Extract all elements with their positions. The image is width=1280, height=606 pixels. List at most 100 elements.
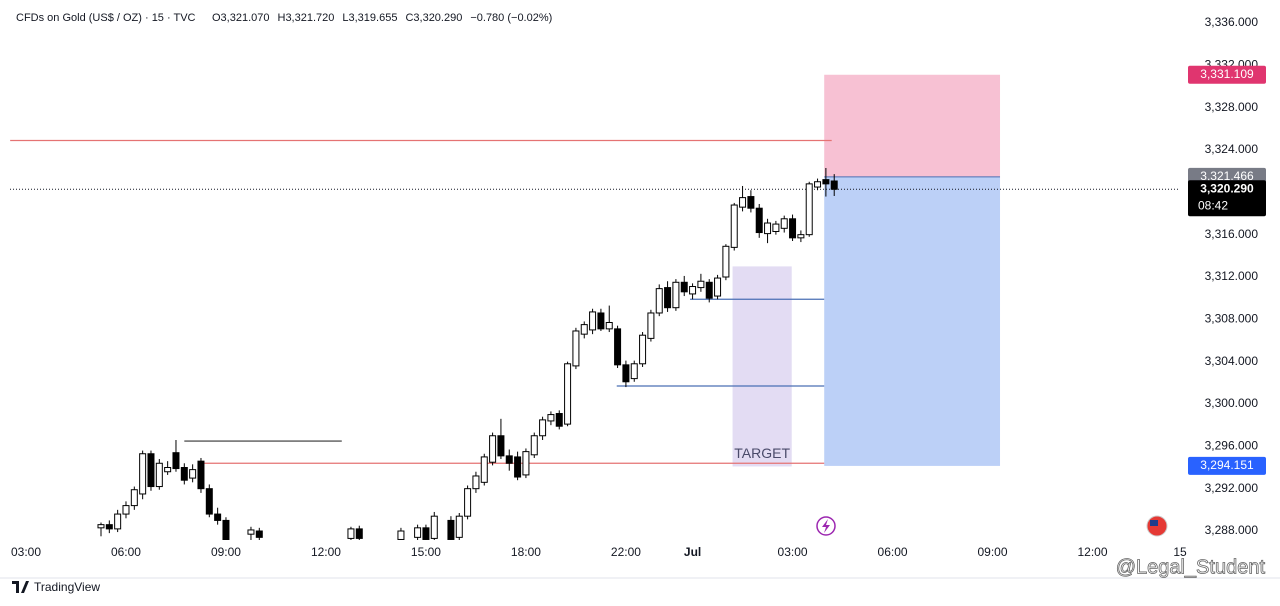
- zone: [732, 266, 792, 467]
- candle-body: [414, 527, 422, 538]
- price-label-box: [1188, 65, 1266, 84]
- flag-canton: [1150, 520, 1158, 526]
- candle-body: [464, 488, 472, 517]
- candle-body: [822, 179, 830, 185]
- candle-body: [555, 413, 563, 427]
- y-tick-label: 3,300.000: [1205, 396, 1259, 410]
- ohlc-value: C3,320.290: [405, 12, 462, 24]
- y-tick-label: 3,312.000: [1205, 269, 1259, 283]
- header: CFDs on Gold (US$ / OZ) · 15 · TVC O3,32…: [16, 12, 552, 24]
- candle-body: [697, 280, 705, 289]
- candle-body: [655, 288, 663, 314]
- candle-body: [564, 363, 572, 425]
- current-price-box: [1188, 180, 1266, 217]
- x-tick-label: 09:00: [211, 545, 241, 559]
- candle-body: [722, 245, 730, 278]
- ohlc-value: H3,321.720: [278, 12, 335, 24]
- candle-body: [139, 453, 147, 495]
- x-tick-label: 22:00: [611, 545, 641, 559]
- candle-body: [255, 530, 263, 538]
- candle-body: [480, 456, 488, 483]
- candle-body: [572, 330, 580, 367]
- price-label: 3,294.151: [1200, 458, 1254, 472]
- candle-body: [197, 460, 205, 490]
- candle-body: [805, 183, 813, 236]
- candle-body: [830, 180, 838, 190]
- x-tick-label: 06:00: [878, 545, 908, 559]
- x-tick-label: 12:00: [1077, 545, 1107, 559]
- candle-body: [764, 222, 772, 235]
- y-tick-label: 3,292.000: [1205, 481, 1259, 495]
- candle-body: [530, 435, 538, 456]
- y-tick-label: 3,304.000: [1205, 354, 1259, 368]
- candle-body: [205, 488, 213, 515]
- y-tick-label: 3,316.000: [1205, 227, 1259, 241]
- candle-body: [522, 451, 530, 476]
- candle-body: [147, 453, 155, 488]
- candle-body: [497, 435, 505, 457]
- zone: [824, 176, 1001, 466]
- countdown: 08:42: [1198, 198, 1228, 212]
- candle-body: [214, 513, 222, 521]
- watermark: @Legal_Student: [1116, 556, 1266, 578]
- candle-body: [664, 287, 672, 309]
- y-tick-label: 3,328.000: [1205, 100, 1259, 114]
- price-label-box: [1188, 456, 1266, 475]
- candle-body: [639, 334, 647, 365]
- candle-body: [105, 524, 113, 530]
- candle-body: [505, 455, 513, 464]
- candle-body: [247, 529, 255, 535]
- candle-body: [580, 324, 588, 335]
- candle-body: [814, 181, 822, 188]
- price-label: 3,321.466: [1200, 169, 1254, 183]
- candle-body: [472, 475, 480, 490]
- ohlc-value: −0.780 (−0.02%): [470, 12, 552, 24]
- candle-body: [680, 281, 688, 293]
- x-tick-label: 15:00: [411, 545, 441, 559]
- x-tick-label: Jul: [684, 545, 701, 559]
- candle-body: [605, 322, 613, 330]
- brand: TradingView: [34, 580, 100, 594]
- x-tick-label: 03:00: [778, 545, 808, 559]
- candle-body: [122, 505, 130, 515]
- y-tick-label: 3,288.000: [1205, 523, 1259, 537]
- candle-body: [489, 435, 497, 463]
- candle-body: [422, 527, 430, 540]
- candle-body: [622, 364, 630, 383]
- price-label: 3,331.109: [1200, 67, 1254, 81]
- candle-body: [672, 281, 680, 309]
- candle-body: [739, 197, 747, 208]
- zone: [824, 74, 1001, 177]
- ohlc-value: O3,321.070: [212, 12, 270, 24]
- candle-body: [747, 196, 755, 209]
- candle-body: [455, 515, 463, 538]
- y-tick-label: 3,296.000: [1205, 439, 1259, 453]
- candle-body: [347, 528, 355, 539]
- axes: 3,288.000 3,292.000 3,296.000 3,300.000 3,30…: [11, 15, 1266, 559]
- candle-body: [172, 452, 180, 470]
- candle-body: [755, 207, 763, 234]
- candle-body: [447, 519, 455, 540]
- zone-label: TARGET: [734, 445, 790, 461]
- candle-body: [97, 524, 105, 529]
- candle-body: [714, 277, 722, 297]
- x-tick-label: 18:00: [511, 545, 541, 559]
- x-tick-label: 03:00: [11, 545, 41, 559]
- candle-body: [189, 469, 197, 479]
- candle-body: [589, 311, 597, 331]
- candle-body: [597, 312, 605, 330]
- y-tick-label: 3,324.000: [1205, 142, 1259, 156]
- ohlc-value: L3,319.655: [342, 12, 397, 24]
- candle-body: [514, 456, 522, 478]
- candle-body: [689, 286, 697, 295]
- event-icon-bolt: [822, 519, 830, 533]
- candle-body: [772, 223, 780, 232]
- candle-body: [705, 281, 713, 299]
- candle-body: [630, 363, 638, 380]
- candle-body: [355, 528, 363, 539]
- candle-body: [180, 467, 188, 481]
- candle-body: [789, 218, 797, 239]
- candle-body: [397, 530, 405, 540]
- tv-logo: [12, 581, 29, 593]
